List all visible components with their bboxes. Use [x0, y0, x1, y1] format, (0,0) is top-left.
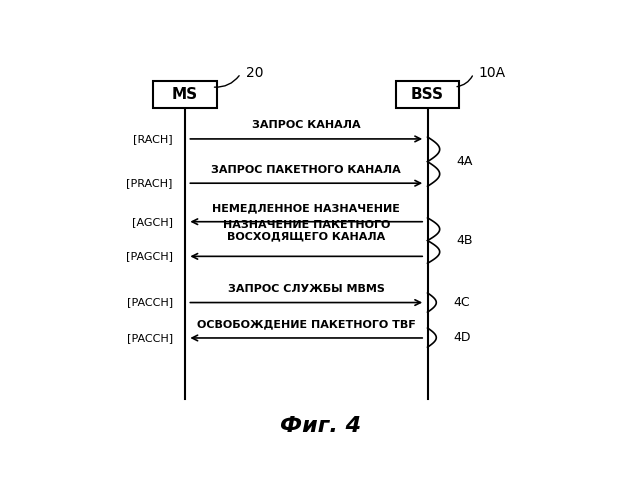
Text: ОСВОБОЖДЕНИЕ ПАКЕТНОГО TBF: ОСВОБОЖДЕНИЕ ПАКЕТНОГО TBF	[197, 320, 416, 330]
Text: 4D: 4D	[453, 331, 471, 344]
Text: ЗАПРОС СЛУЖБЫ MBMS: ЗАПРОС СЛУЖБЫ MBMS	[228, 284, 385, 294]
Text: [PAGCH]: [PAGCH]	[126, 252, 173, 262]
Text: 4B: 4B	[456, 234, 473, 247]
Text: [RACH]: [RACH]	[133, 134, 173, 144]
Text: НЕМЕДЛЕННОЕ НАЗНАЧЕНИЕ: НЕМЕДЛЕННОЕ НАЗНАЧЕНИЕ	[212, 203, 400, 213]
Text: ЗАПРОС ПАКЕТНОГО КАНАЛА: ЗАПРОС ПАКЕТНОГО КАНАЛА	[212, 164, 401, 174]
Text: 4A: 4A	[456, 155, 473, 168]
Bar	[396, 81, 459, 108]
Text: MS: MS	[172, 87, 198, 102]
Text: [PACCH]: [PACCH]	[126, 333, 173, 343]
Bar	[153, 81, 217, 108]
Text: [AGCH]: [AGCH]	[132, 216, 173, 226]
Text: 20: 20	[245, 66, 263, 80]
Text: [PACCH]: [PACCH]	[126, 298, 173, 308]
Text: Фиг. 4: Фиг. 4	[280, 416, 361, 436]
Text: 4C: 4C	[453, 296, 470, 309]
Text: ЗАПРОС КАНАЛА: ЗАПРОС КАНАЛА	[252, 120, 361, 130]
Text: BSS: BSS	[411, 87, 444, 102]
Text: 10A: 10A	[478, 66, 506, 80]
Text: НАЗНАЧЕНИЕ ПАКЕТНОГО
ВОСХОДЯЩЕГО КАНАЛА: НАЗНАЧЕНИЕ ПАКЕТНОГО ВОСХОДЯЩЕГО КАНАЛА	[223, 220, 390, 242]
Text: [PRACH]: [PRACH]	[126, 178, 173, 188]
